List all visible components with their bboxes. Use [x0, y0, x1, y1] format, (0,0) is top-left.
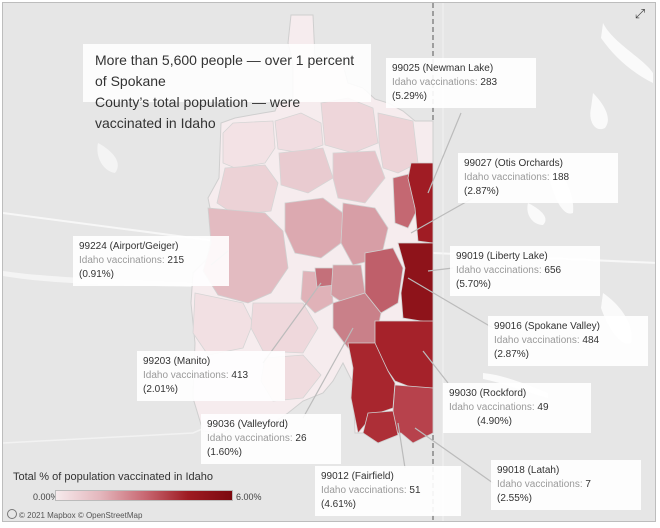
callout-99018[interactable]: 99018 (Latah) Idaho vaccinations: 7 (2.5… — [491, 460, 641, 510]
callout-count: 188 — [552, 172, 570, 183]
callout-count: 26 — [295, 433, 307, 444]
callout-count: 49 — [537, 402, 549, 413]
map-attribution[interactable]: © 2021 Mapbox © OpenStreetMap — [7, 509, 142, 520]
headline-line-2: County’s total population — were vaccina… — [95, 94, 301, 131]
callout-99019[interactable]: 99019 (Liberty Lake) Idaho vaccinations:… — [450, 246, 600, 296]
callout-pct: (1.60%) — [207, 447, 243, 458]
callout-zip: 99018 (Latah) — [497, 465, 560, 476]
callout-pct: (5.70%) — [456, 279, 492, 290]
callout-zip: 99012 (Fairfield) — [321, 471, 394, 482]
attribution-text: © 2021 Mapbox © OpenStreetMap — [19, 511, 143, 520]
zip-region — [222, 120, 276, 169]
legend-max-label: 6.00% — [236, 492, 262, 502]
callout-99203[interactable]: 99203 (Manito) Idaho vaccinations: 413 (… — [137, 351, 285, 401]
mapbox-logo-icon — [7, 509, 17, 519]
callout-label: Idaho vaccinations: — [494, 335, 580, 346]
callout-99224[interactable]: 99224 (Airport/Geiger) Idaho vaccination… — [73, 236, 229, 286]
callout-pct: (2.87%) — [494, 349, 530, 360]
callout-label: Idaho vaccinations: — [449, 402, 535, 413]
callout-label: Idaho vaccinations: — [464, 172, 550, 183]
callout-count: 7 — [585, 479, 591, 490]
callout-99016[interactable]: 99016 (Spokane Valley) Idaho vaccination… — [488, 316, 648, 366]
callout-pct: (4.90%) — [477, 416, 513, 427]
callout-pct: (5.29%) — [392, 91, 428, 102]
zip-region — [284, 197, 344, 259]
callout-count: 656 — [544, 265, 562, 276]
headline-line-1: More than 5,600 people — over 1 percent … — [95, 52, 355, 89]
callout-zip: 99030 (Rockford) — [449, 388, 527, 399]
legend-title: Total % of population vaccinated in Idah… — [13, 471, 213, 483]
callout-zip: 99019 (Liberty Lake) — [456, 251, 548, 262]
river — [601, 23, 653, 83]
callout-pct: (2.55%) — [497, 493, 533, 504]
callout-label: Idaho vaccinations: — [79, 255, 165, 266]
zip-region — [192, 292, 254, 356]
callout-label: Idaho vaccinations: — [207, 433, 293, 444]
callout-99030[interactable]: 99030 (Rockford) Idaho vaccinations: 49 … — [443, 383, 591, 433]
lake — [590, 93, 608, 130]
lake — [527, 203, 546, 225]
legend-min-label: 0.00% — [33, 492, 59, 502]
expand-arrows-icon[interactable]: ⤢ — [634, 6, 646, 21]
callout-99027[interactable]: 99027 (Otis Orchards) Idaho vaccinations… — [458, 153, 618, 203]
callout-zip: 99203 (Manito) — [143, 356, 211, 367]
lake — [97, 143, 118, 173]
callout-label: Idaho vaccinations: — [321, 485, 407, 496]
zip-region — [216, 164, 279, 216]
callout-99025[interactable]: 99025 (Newman Lake) Idaho vaccinations: … — [386, 58, 536, 108]
callout-pct: (2.01%) — [143, 384, 179, 395]
headline-box: More than 5,600 people — over 1 percent … — [83, 44, 371, 131]
color-legend: Total % of population vaccinated in Idah… — [13, 471, 283, 505]
zip-region — [332, 150, 386, 204]
zip-region — [362, 410, 399, 444]
callout-count: 413 — [231, 370, 249, 381]
leader-lines — [210, 112, 494, 484]
zip-region — [377, 112, 419, 174]
callout-label: Idaho vaccinations: — [456, 265, 542, 276]
zip-region — [278, 147, 334, 194]
callout-pct: (4.61%) — [321, 499, 357, 510]
zip-99025[interactable] — [407, 162, 434, 244]
callout-count: 215 — [167, 255, 185, 266]
legend-color-ramp — [55, 490, 233, 501]
callout-count: 484 — [582, 335, 600, 346]
callout-pct: (0.91%) — [79, 269, 115, 280]
zip-region — [250, 302, 319, 354]
callout-pct: (2.87%) — [464, 186, 500, 197]
callout-zip: 99027 (Otis Orchards) — [464, 158, 563, 169]
callout-count: 283 — [480, 77, 498, 88]
callout-label: Idaho vaccinations: — [497, 479, 583, 490]
zip-99016[interactable] — [364, 247, 404, 314]
callout-99012[interactable]: 99012 (Fairfield) Idaho vaccinations: 51… — [315, 466, 461, 516]
map-frame[interactable]: More than 5,600 people — over 1 percent … — [2, 2, 656, 522]
callout-zip: 99025 (Newman Lake) — [392, 63, 494, 74]
callout-count: 51 — [409, 485, 421, 496]
callout-99036[interactable]: 99036 (Valleyford) Idaho vaccinations: 2… — [201, 414, 341, 464]
zip-region — [274, 112, 324, 154]
callout-zip: 99224 (Airport/Geiger) — [79, 241, 179, 252]
callout-label: Idaho vaccinations: — [143, 370, 229, 381]
callout-label: Idaho vaccinations: — [392, 77, 478, 88]
callout-zip: 99036 (Valleyford) — [207, 419, 288, 430]
callout-zip: 99016 (Spokane Valley) — [494, 321, 600, 332]
